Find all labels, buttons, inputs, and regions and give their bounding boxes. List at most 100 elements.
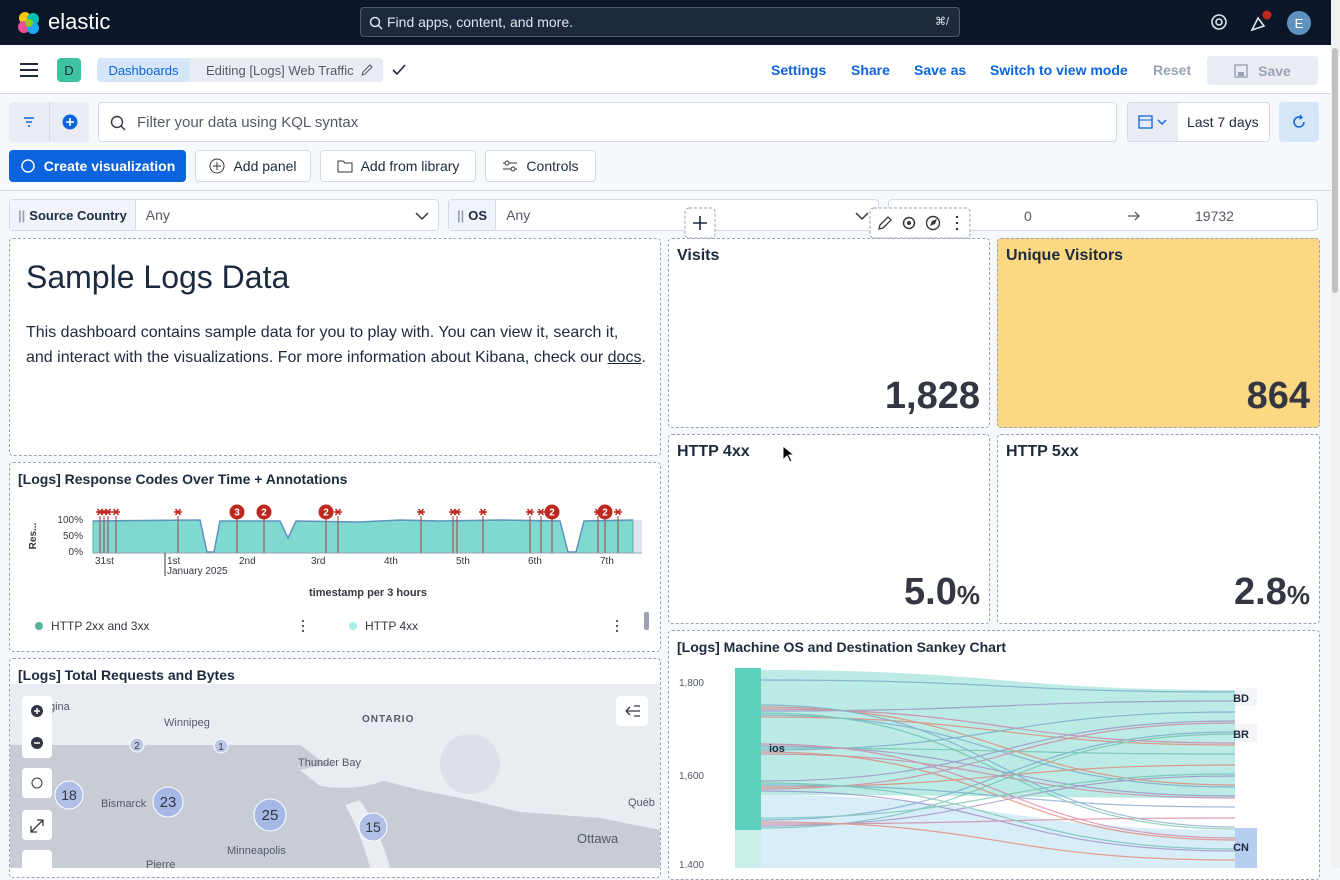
settings-link[interactable]: Settings: [771, 62, 827, 78]
cluster-label[interactable]: 15: [365, 819, 381, 835]
divider: [0, 190, 1340, 191]
calendar-button[interactable]: [1128, 103, 1178, 141]
sankey-node: [735, 830, 761, 868]
arrow-icon: [1128, 211, 1140, 221]
metric-value: 1,828: [884, 375, 980, 417]
user-avatar[interactable]: E: [1287, 11, 1311, 35]
legend-swatch: [349, 622, 357, 630]
sankey-node: [1235, 688, 1257, 706]
filter-button[interactable]: [9, 102, 49, 142]
controls-button[interactable]: Controls: [485, 150, 596, 182]
metric-unit: %: [1286, 580, 1310, 610]
annotation-star: [112, 508, 120, 516]
x-tick-label: 31st: [95, 556, 114, 567]
x-tick-label: 3rd: [311, 556, 325, 567]
button-label: Add from library: [360, 158, 460, 174]
cluster-label[interactable]: 2: [134, 741, 140, 752]
button-label: Create visualization: [43, 158, 176, 174]
calendar-icon: [1138, 115, 1167, 129]
search-shortcut: ⌘/: [934, 16, 949, 28]
panel-hover-actions[interactable]: [684, 207, 971, 239]
folder-icon: [337, 160, 353, 173]
legend-menu[interactable]: [302, 620, 618, 632]
panel-title: [Logs] Machine OS and Destination Sankey…: [677, 639, 1007, 655]
kql-placeholder: Filter your data using KQL syntax: [137, 114, 359, 131]
top-header: elastic Find apps, content, and more. ⌘/…: [0, 0, 1340, 45]
x-tick-label: 1st: [167, 556, 181, 567]
space-badge[interactable]: D: [57, 58, 81, 82]
annotation-count: 3: [234, 508, 240, 519]
annotation-badge: [544, 504, 560, 520]
save-icon: [1234, 63, 1248, 78]
reset-link[interactable]: Reset: [1153, 62, 1192, 78]
annotation-count: 2: [261, 508, 267, 519]
metric-value: 5.0: [904, 571, 957, 613]
flow-line: [760, 720, 1236, 782]
confirm-icon[interactable]: [391, 63, 407, 77]
mouse-cursor: [782, 444, 796, 463]
cluster-label[interactable]: 25: [262, 807, 279, 824]
search-icon: [369, 16, 383, 30]
share-link[interactable]: Share: [851, 62, 890, 78]
save-as-link[interactable]: Save as: [914, 62, 967, 78]
docs-link[interactable]: docs: [607, 348, 642, 366]
metric-title: HTTP 5xx: [1006, 443, 1079, 460]
annotation-star: [614, 508, 622, 516]
annotation-count: 2: [602, 508, 608, 519]
cluster-label[interactable]: 18: [61, 787, 77, 803]
edit-icon[interactable]: [360, 63, 374, 77]
metric-title: HTTP 4xx: [677, 443, 750, 460]
add-filter-button[interactable]: [49, 102, 89, 142]
breadcrumb-text: Editing [Logs] Web Traffic: [206, 62, 354, 78]
search-placeholder: Find apps, content, and more.: [387, 14, 573, 30]
map-controls[interactable]: [22, 696, 648, 868]
breadcrumb[interactable]: Dashboards: [97, 58, 190, 82]
annotation-star: [453, 508, 461, 516]
annotation-star: [174, 508, 182, 516]
sankey-node: [1235, 828, 1257, 868]
save-button[interactable]: Save: [1207, 56, 1318, 85]
annotation-star: [104, 508, 112, 516]
sankey: 1,800 1,600 1,400 ios BD BR CN: [679, 668, 1257, 868]
node-label: CN: [1233, 842, 1249, 854]
news-icon[interactable]: [1248, 8, 1274, 34]
date-picker[interactable]: Last 7 days: [1127, 102, 1270, 142]
refresh-icon: [1293, 114, 1305, 128]
add-from-library-button[interactable]: Add from library: [320, 150, 476, 182]
create-visualization-button[interactable]: Create visualization: [9, 150, 186, 182]
map: gina Winnipeg ONTARIO Thunder Bay Bismar…: [10, 684, 660, 868]
markdown-text: This dashboard contains sample data for …: [26, 324, 619, 366]
menu-icon[interactable]: [20, 62, 38, 78]
kql-input[interactable]: Filter your data using KQL syntax: [98, 102, 1117, 142]
annotation-star: [334, 508, 342, 516]
cluster-label[interactable]: 23: [160, 794, 177, 811]
add-panel-button[interactable]: Add panel: [195, 150, 311, 182]
place-label: ONTARIO: [362, 714, 414, 725]
lens-icon: [21, 159, 35, 173]
source-country-control[interactable]: || Source Country Any: [9, 199, 439, 231]
legend-swatch: [35, 622, 43, 630]
time-range: Last 7 days: [1187, 114, 1259, 130]
place-label: Thunder Bay: [298, 757, 361, 769]
legend-label[interactable]: HTTP 2xx and 3xx: [51, 619, 149, 633]
cluster-label[interactable]: 1: [218, 742, 224, 753]
y-tick-label: 0%: [69, 547, 84, 558]
scrollbar-thumb[interactable]: [1332, 48, 1338, 293]
y-tick-label: 100%: [57, 515, 83, 526]
markdown-panel: Sample Logs Data This dashboard contains…: [9, 238, 661, 456]
controls-icon: [503, 160, 518, 172]
refresh-button[interactable]: [1279, 102, 1319, 142]
global-search[interactable]: Find apps, content, and more. ⌘/: [360, 7, 960, 37]
y-tick-label: 1,800: [679, 678, 704, 689]
os-control[interactable]: || OS Any: [448, 199, 879, 231]
app-toolbar: D Dashboards Editing [Logs] Web Traffic …: [0, 45, 1340, 94]
plus-icon: [62, 114, 77, 130]
help-icon[interactable]: [1209, 12, 1229, 32]
legend-label[interactable]: HTTP 4xx: [365, 619, 418, 633]
range-min: 0: [1024, 208, 1032, 224]
view-mode-link[interactable]: Switch to view mode: [990, 62, 1128, 78]
metric-unit: %: [956, 580, 980, 610]
y-tick-label: 50%: [63, 531, 83, 542]
x-tick-label: 5th: [456, 556, 470, 567]
